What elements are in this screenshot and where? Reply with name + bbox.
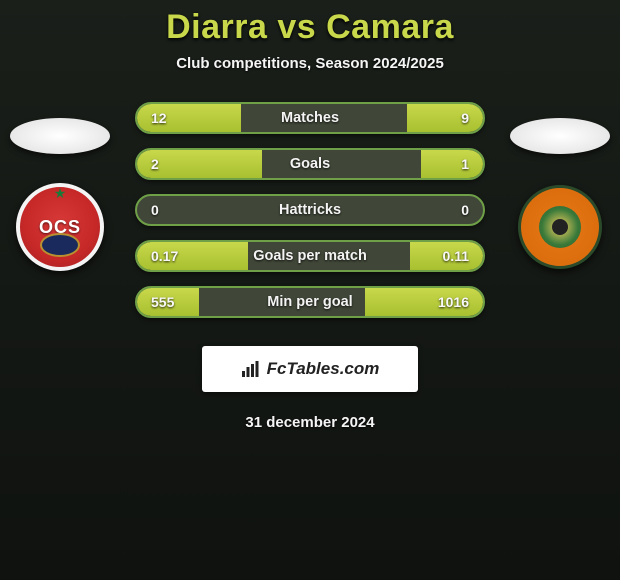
player-left-avatar-placeholder (10, 118, 110, 154)
ocs-badge: ★ OCS (16, 183, 104, 271)
stat-label: Goals per match (207, 248, 413, 264)
bar-chart-icon (241, 361, 261, 377)
player-left-club-badge: ★ OCS (12, 174, 108, 280)
player-right-column (500, 118, 620, 280)
stat-value-right: 0.11 (413, 248, 483, 264)
player-right-avatar-placeholder (510, 118, 610, 154)
player-left-column: ★ OCS (0, 118, 120, 280)
stat-label: Min per goal (207, 294, 413, 310)
stat-row: 12Matches9 (135, 102, 485, 134)
page-subtitle: Club competitions, Season 2024/2025 (0, 55, 620, 72)
star-icon: ★ (54, 185, 67, 202)
rugby-ball-icon (40, 233, 80, 257)
berkane-badge (518, 185, 602, 269)
stat-value-right: 0 (413, 202, 483, 218)
stat-value-right: 1 (413, 156, 483, 172)
stat-row: 0.17Goals per match0.11 (135, 240, 485, 272)
badge-center-icon (539, 206, 581, 248)
stat-label: Goals (207, 156, 413, 172)
footer-date: 31 december 2024 (0, 414, 620, 431)
stat-value-left: 0.17 (137, 248, 207, 264)
football-icon (552, 219, 568, 235)
stat-label: Hattricks (207, 202, 413, 218)
stat-row: 2Goals1 (135, 148, 485, 180)
comparison-card: Diarra vs Camara Club competitions, Seas… (0, 0, 620, 431)
stats-list: 12Matches92Goals10Hattricks00.17Goals pe… (135, 102, 485, 318)
player-right-club-badge (512, 174, 608, 280)
stat-value-left: 0 (137, 202, 207, 218)
stat-row: 0Hattricks0 (135, 194, 485, 226)
stat-row: 555Min per goal1016 (135, 286, 485, 318)
stat-value-left: 555 (137, 294, 207, 310)
brand-text: FcTables.com (267, 359, 380, 379)
brand-label: FcTables.com (241, 359, 380, 379)
stat-label: Matches (207, 110, 413, 126)
stat-value-left: 2 (137, 156, 207, 172)
stat-value-right: 9 (413, 110, 483, 126)
stat-value-left: 12 (137, 110, 207, 126)
brand-box[interactable]: FcTables.com (202, 346, 418, 392)
stat-value-right: 1016 (413, 294, 483, 310)
page-title: Diarra vs Camara (0, 8, 620, 47)
